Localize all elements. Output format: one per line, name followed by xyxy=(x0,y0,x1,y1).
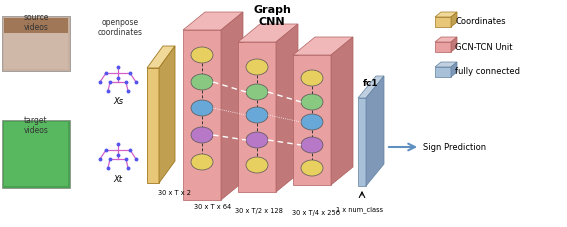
FancyBboxPatch shape xyxy=(4,18,68,69)
Text: 30 x T x 64: 30 x T x 64 xyxy=(194,204,232,210)
Ellipse shape xyxy=(301,70,323,86)
Text: Graph
CNN: Graph CNN xyxy=(253,5,291,27)
Polygon shape xyxy=(358,98,366,186)
FancyBboxPatch shape xyxy=(2,16,70,71)
Text: 30 x T x 2: 30 x T x 2 xyxy=(159,190,192,196)
Ellipse shape xyxy=(246,107,268,123)
Polygon shape xyxy=(293,37,353,55)
Polygon shape xyxy=(435,67,451,77)
Ellipse shape xyxy=(246,59,268,75)
Polygon shape xyxy=(293,55,331,185)
Text: Xt: Xt xyxy=(113,175,122,184)
Polygon shape xyxy=(147,46,175,68)
Text: Xs: Xs xyxy=(113,97,123,106)
Polygon shape xyxy=(435,42,451,52)
Text: Coordinates: Coordinates xyxy=(455,17,506,27)
Polygon shape xyxy=(183,30,221,200)
FancyBboxPatch shape xyxy=(2,120,70,188)
Text: fc1: fc1 xyxy=(363,79,379,88)
FancyBboxPatch shape xyxy=(4,122,68,186)
Text: fully connected: fully connected xyxy=(455,67,520,76)
Text: 1 x num_class: 1 x num_class xyxy=(336,206,383,213)
FancyBboxPatch shape xyxy=(4,18,68,33)
Ellipse shape xyxy=(191,100,213,116)
Ellipse shape xyxy=(191,154,213,170)
Text: openpose
coordinates: openpose coordinates xyxy=(98,18,142,37)
Polygon shape xyxy=(358,76,384,98)
Polygon shape xyxy=(435,17,451,27)
Polygon shape xyxy=(183,12,243,30)
Polygon shape xyxy=(451,37,457,52)
Polygon shape xyxy=(147,68,159,183)
Polygon shape xyxy=(276,24,298,192)
Text: target
videos: target videos xyxy=(24,116,48,135)
Ellipse shape xyxy=(301,137,323,153)
Text: GCN-TCN Unit: GCN-TCN Unit xyxy=(455,42,513,52)
Text: 30 x T/2 x 128: 30 x T/2 x 128 xyxy=(235,208,283,214)
Ellipse shape xyxy=(246,157,268,173)
Polygon shape xyxy=(435,37,457,42)
Polygon shape xyxy=(159,46,175,183)
Ellipse shape xyxy=(191,127,213,143)
Polygon shape xyxy=(238,24,298,42)
Ellipse shape xyxy=(301,94,323,110)
Text: 30 x T/4 x 256: 30 x T/4 x 256 xyxy=(292,210,340,216)
Polygon shape xyxy=(221,12,243,200)
Polygon shape xyxy=(238,42,276,192)
Text: Sign Prediction: Sign Prediction xyxy=(423,143,486,151)
Ellipse shape xyxy=(246,84,268,100)
Polygon shape xyxy=(435,62,457,67)
Text: source
videos: source videos xyxy=(23,13,49,32)
Polygon shape xyxy=(331,37,353,185)
Ellipse shape xyxy=(191,74,213,90)
Ellipse shape xyxy=(191,47,213,63)
Polygon shape xyxy=(451,12,457,27)
Polygon shape xyxy=(366,76,384,186)
Polygon shape xyxy=(451,62,457,77)
Ellipse shape xyxy=(246,132,268,148)
Ellipse shape xyxy=(301,114,323,130)
Ellipse shape xyxy=(301,160,323,176)
Polygon shape xyxy=(435,12,457,17)
